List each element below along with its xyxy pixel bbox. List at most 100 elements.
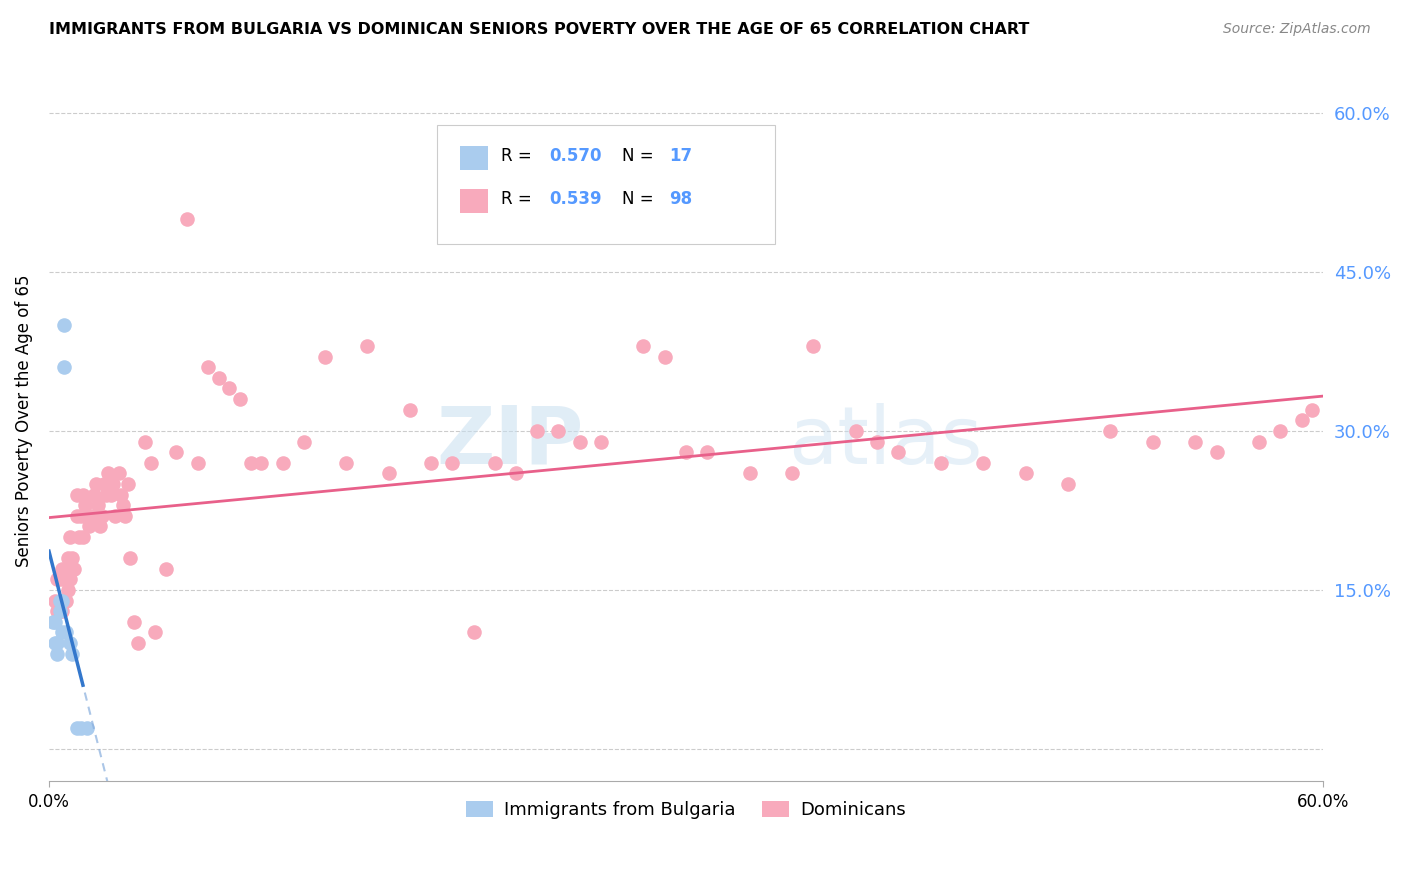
Point [100, 487, 122, 501]
Point [108, 467, 131, 481]
Point [484, 456, 506, 470]
Point [55, 625, 77, 640]
Point [60, 551, 83, 566]
Point [110, 487, 132, 501]
Text: atlas: atlas [787, 403, 983, 481]
Point [101, 477, 124, 491]
Point [52, 573, 75, 587]
Text: R =: R = [501, 146, 537, 164]
Point [738, 467, 761, 481]
Point [526, 424, 548, 438]
Point [1301, 402, 1323, 417]
Point [197, 360, 219, 375]
Point [46, 647, 69, 661]
Point [239, 456, 262, 470]
Point [46, 573, 69, 587]
Point [929, 456, 952, 470]
Point [65, 508, 87, 523]
Point [314, 350, 336, 364]
Point [117, 477, 139, 491]
Point [165, 445, 187, 459]
Text: R =: R = [501, 190, 537, 208]
Point [60, 647, 83, 661]
Point [292, 434, 315, 449]
Point [420, 456, 443, 470]
Point [1057, 477, 1080, 491]
Point [84, 477, 107, 491]
Point [801, 339, 824, 353]
Point [72, 530, 94, 544]
Point [55, 562, 77, 576]
FancyBboxPatch shape [460, 146, 488, 170]
Point [83, 487, 105, 501]
Text: IMMIGRANTS FROM BULGARIA VS DOMINICAN SENIORS POVERTY OVER THE AGE OF 65 CORRELA: IMMIGRANTS FROM BULGARIA VS DOMINICAN SE… [49, 22, 1029, 37]
Point [51, 625, 73, 640]
Point [139, 456, 162, 470]
Point [176, 211, 198, 226]
Point [1099, 424, 1122, 438]
Point [67, 530, 90, 544]
Text: 0.539: 0.539 [550, 190, 602, 208]
Point [356, 339, 378, 353]
Point [52, 318, 75, 332]
Point [1291, 413, 1313, 427]
Y-axis label: Seniors Poverty Over the Age of 65: Seniors Poverty Over the Age of 65 [15, 274, 32, 566]
Point [56, 551, 79, 566]
Point [187, 456, 209, 470]
Text: ZIP: ZIP [437, 403, 583, 481]
Point [547, 424, 569, 438]
Point [44, 593, 66, 607]
Point [208, 371, 231, 385]
Point [63, 562, 86, 576]
Point [143, 625, 166, 640]
Point [1014, 467, 1036, 481]
Point [72, 487, 94, 501]
Point [42, 615, 65, 629]
Point [780, 467, 803, 481]
Point [654, 350, 676, 364]
Point [399, 402, 422, 417]
Text: 17: 17 [669, 146, 692, 164]
Text: N =: N = [623, 190, 659, 208]
Point [76, 508, 98, 523]
Point [48, 573, 70, 587]
Point [96, 487, 118, 501]
Point [44, 615, 66, 629]
Point [1142, 434, 1164, 449]
Point [80, 508, 103, 523]
Point [65, 721, 87, 735]
Point [51, 604, 73, 618]
Point [59, 573, 82, 587]
Point [51, 593, 73, 607]
Point [250, 456, 273, 470]
Point [52, 360, 75, 375]
Point [568, 434, 591, 449]
Point [1184, 434, 1206, 449]
Point [93, 477, 115, 491]
Point [866, 434, 889, 449]
Point [505, 467, 527, 481]
Point [52, 593, 75, 607]
Point [91, 508, 114, 523]
Point [118, 551, 141, 566]
Point [46, 604, 69, 618]
Text: Source: ZipAtlas.com: Source: ZipAtlas.com [1223, 22, 1371, 37]
Point [845, 424, 868, 438]
Point [1270, 424, 1292, 438]
Point [377, 467, 399, 481]
Point [48, 593, 70, 607]
Point [76, 721, 98, 735]
Text: N =: N = [623, 146, 659, 164]
Point [134, 434, 156, 449]
Point [48, 604, 70, 618]
Point [1205, 445, 1227, 459]
Point [79, 519, 101, 533]
Point [55, 593, 77, 607]
Point [87, 498, 110, 512]
Point [44, 636, 66, 650]
Point [271, 456, 294, 470]
Point [97, 467, 120, 481]
Point [122, 615, 145, 629]
Point [675, 445, 697, 459]
Point [335, 456, 357, 470]
